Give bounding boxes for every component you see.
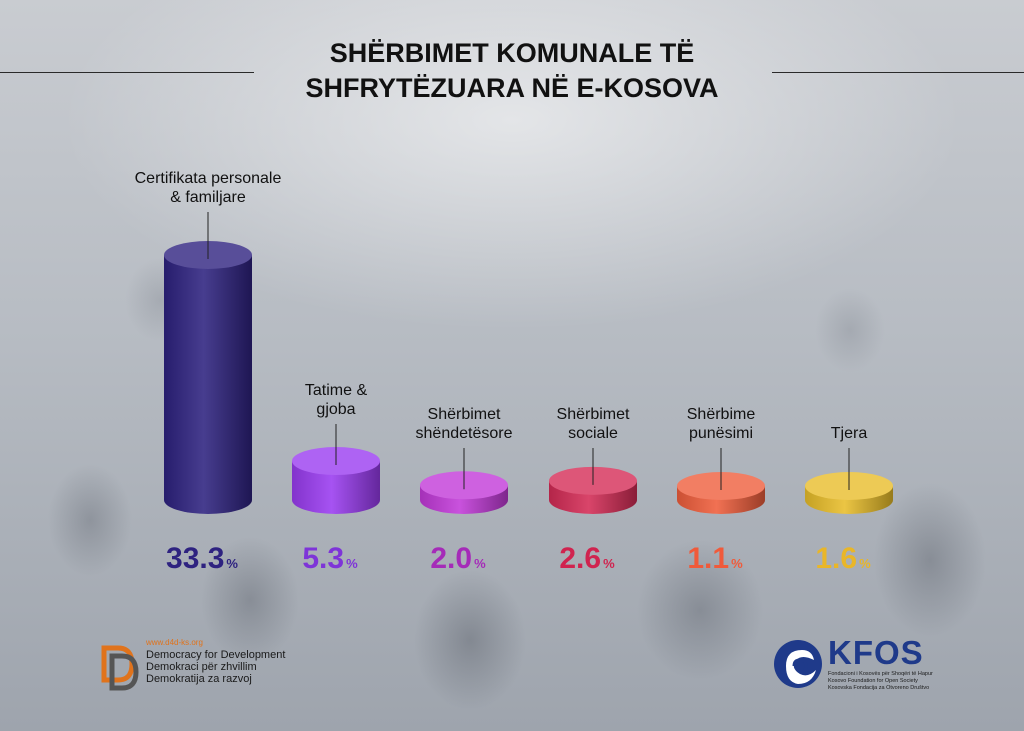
value-label-5: 1.6% (815, 542, 871, 575)
value-label-4: 1.1% (687, 542, 743, 575)
category-label-2: Shërbimet shëndetësore (416, 406, 513, 442)
d4d-url: www.d4d-ks.org (146, 638, 203, 647)
kfos-line-2: Kosovo Foundation for Open Society (828, 678, 918, 684)
value-label-3: 2.6% (559, 542, 615, 575)
kfos-logo-icon (774, 640, 822, 688)
d4d-line-2: Demokraci për zhvillim (146, 661, 257, 673)
d4d-line-3: Demokratija za razvoj (146, 673, 252, 685)
d4d-logo-block: www.d4d-ks.org Democracy for Development… (100, 638, 285, 692)
category-label-1: Tatime & gjoba (305, 382, 368, 418)
category-label-0: Certifikata personale & familjare (135, 170, 282, 206)
bar-0 (164, 255, 252, 514)
chart-title-line-1: SHËRBIMET KOMUNALE TË (329, 38, 695, 68)
category-label-5: Tjera (831, 425, 868, 442)
value-label-1: 5.3% (302, 542, 358, 575)
chart-title-line-2: SHFRYTËZUARA NË E-KOSOVA (305, 73, 719, 103)
d4d-logo-icon (101, 645, 139, 691)
category-label-4: Shërbime punësimi (687, 406, 756, 442)
title-rule-left (0, 72, 254, 73)
value-label-0: 33.3% (166, 542, 238, 575)
kfos-name: KFOS (828, 634, 924, 671)
kfos-line-3: Kosovska Fondacija za Otvoreno Društvo (828, 685, 930, 691)
kfos-line-1: Fondacioni i Kosovës për Shoqëri të Hapu… (828, 671, 933, 677)
title-rule-right (772, 72, 1024, 73)
category-label-3: Shërbimet sociale (557, 406, 630, 442)
bar-1 (292, 461, 380, 514)
d4d-line-1: Democracy for Development (146, 649, 286, 661)
value-label-2: 2.0% (430, 542, 486, 575)
kfos-logo-block: KFOS Fondacioni i Kosovës për Shoqëri të… (772, 636, 933, 692)
chart-title: SHËRBIMET KOMUNALE TË SHFRYTËZUARA NË E-… (262, 36, 762, 106)
